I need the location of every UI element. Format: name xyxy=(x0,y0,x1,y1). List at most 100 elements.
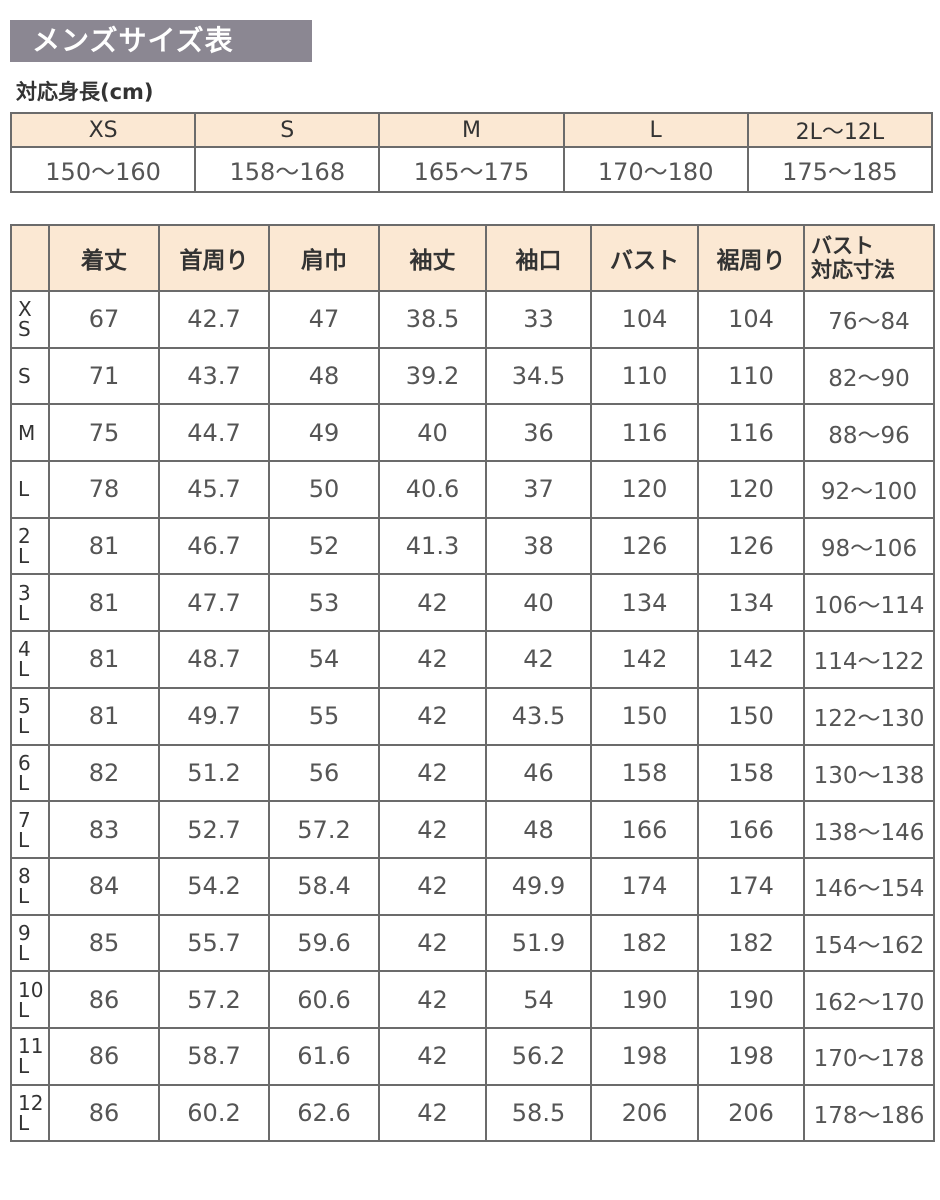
measurement-cell: 48 xyxy=(268,346,380,406)
measurement-cell: 154〜162 xyxy=(803,913,935,973)
table-row: 7 L 83 52.7 57.2 42 48 166 166 138〜146 xyxy=(10,800,935,859)
height-table: XS S M L 2L〜12L 150〜160 158〜168 165〜175 170〜180… xyxy=(9,112,934,193)
measurement-cell: 88〜96 xyxy=(803,403,935,463)
measurement-cell: 43.5 xyxy=(485,686,592,746)
measurement-cell: 190 xyxy=(590,970,699,1029)
height-range-cell: 165〜175 xyxy=(378,146,565,193)
measurement-cell: 42 xyxy=(378,856,487,916)
measurement-cell: 54 xyxy=(268,630,380,689)
table-row: M 75 44.7 49 40 36 116 116 88〜96 xyxy=(10,403,935,463)
measurement-cell: 42 xyxy=(378,573,487,633)
measurement-cell: 150 xyxy=(590,686,699,746)
measurement-cell: 182 xyxy=(697,913,805,973)
measurement-cell: 110 xyxy=(697,346,805,406)
measurement-cell: 82〜90 xyxy=(803,346,935,406)
measurement-cell: 50 xyxy=(268,460,380,519)
table-row: 5 L 81 49.7 55 42 43.5 150 150 122〜130 xyxy=(10,686,935,746)
table-row: 3 L 81 47.7 53 42 40 134 134 106〜114 xyxy=(10,573,935,633)
measurement-cell: 46.7 xyxy=(158,516,270,576)
size-label-cell: 11 L xyxy=(10,1026,50,1086)
size-label-cell: 2 L xyxy=(10,516,50,576)
measurement-cell: 56 xyxy=(268,743,380,803)
column-header: 袖口 xyxy=(485,224,592,292)
size-header: S xyxy=(194,112,381,148)
measurement-cell: 49.7 xyxy=(158,686,270,746)
measurement-cell: 42 xyxy=(378,630,487,689)
measurement-cell: 51.2 xyxy=(158,743,270,803)
measurement-cell: 42 xyxy=(378,800,487,859)
measurement-cell: 126 xyxy=(697,516,805,576)
measurement-cell: 43.7 xyxy=(158,346,270,406)
measurement-cell: 158 xyxy=(590,743,699,803)
page-title: メンズサイズ表 xyxy=(10,20,312,62)
measurement-cell: 104 xyxy=(697,290,805,349)
column-header: 肩巾 xyxy=(268,224,380,292)
measurement-cell: 81 xyxy=(48,686,160,746)
measurement-cell: 178〜186 xyxy=(803,1083,935,1143)
height-range-cell: 170〜180 xyxy=(562,146,749,193)
size-header: XS xyxy=(9,112,197,148)
measurement-cell: 52 xyxy=(268,516,380,576)
measurement-cell: 75 xyxy=(48,403,160,463)
measurement-cell: 92〜100 xyxy=(803,460,935,519)
column-header: 着丈 xyxy=(48,224,160,292)
measurement-cell: 42.7 xyxy=(158,290,270,349)
measurement-cell: 33 xyxy=(485,290,592,349)
measurement-cell: 36 xyxy=(485,403,592,463)
measurement-cell: 42 xyxy=(378,1083,487,1143)
measurement-cell: 57.2 xyxy=(158,970,270,1029)
measurement-cell: 158 xyxy=(697,743,805,803)
size-label-cell: 5 L xyxy=(10,686,50,746)
measurement-cell: 162〜170 xyxy=(803,970,935,1029)
measurement-cell: 71 xyxy=(48,346,160,406)
measurement-cell: 49.9 xyxy=(485,856,592,916)
measurement-cell: 78 xyxy=(48,460,160,519)
measurement-cell: 126 xyxy=(590,516,699,576)
measurement-cell: 42 xyxy=(378,743,487,803)
size-label-cell: 10 L xyxy=(10,970,50,1029)
measurement-cell: 86 xyxy=(48,1026,160,1086)
table-row: 8 L 84 54.2 58.4 42 49.9 174 174 146〜154 xyxy=(10,856,935,916)
measurement-cell: 48.7 xyxy=(158,630,270,689)
table-row: L 78 45.7 50 40.6 37 120 120 92〜100 xyxy=(10,460,935,519)
table-row: 9 L 85 55.7 59.6 42 51.9 182 182 154〜162 xyxy=(10,913,935,973)
measurement-cell: 39.2 xyxy=(378,346,487,406)
size-label-cell: 3 L xyxy=(10,573,50,633)
measurement-cell: 55.7 xyxy=(158,913,270,973)
measurement-cell: 130〜138 xyxy=(803,743,935,803)
size-label-cell: M xyxy=(10,403,50,463)
measurement-cell: 134 xyxy=(590,573,699,633)
measurement-cell: 61.6 xyxy=(268,1026,380,1086)
measurement-cell: 47.7 xyxy=(158,573,270,633)
measurement-cell: 81 xyxy=(48,516,160,576)
measurement-cell: 122〜130 xyxy=(803,686,935,746)
measurement-cell: 84 xyxy=(48,856,160,916)
height-range-cell: 158〜168 xyxy=(194,146,381,193)
size-label-cell: S xyxy=(10,346,50,406)
measurement-cell: 120 xyxy=(697,460,805,519)
measurement-cell: 42 xyxy=(485,630,592,689)
column-header xyxy=(10,224,50,292)
height-range-cell: 175〜185 xyxy=(746,146,934,193)
measurement-cell: 37 xyxy=(485,460,592,519)
measurement-cell: 42 xyxy=(378,686,487,746)
size-label-cell: 7 L xyxy=(10,800,50,859)
measurement-cell: 52.7 xyxy=(158,800,270,859)
size-header: M xyxy=(378,112,565,148)
measurement-cell: 47 xyxy=(268,290,380,349)
measurement-cell: 174 xyxy=(697,856,805,916)
height-table-caption: 対応身長(cm) xyxy=(16,80,154,104)
measurement-cell: 86 xyxy=(48,970,160,1029)
table-row: 11 L 86 58.7 61.6 42 56.2 198 198 170〜178 xyxy=(10,1026,935,1086)
measurement-cell: 59.6 xyxy=(268,913,380,973)
measurement-cell: 58.4 xyxy=(268,856,380,916)
measurement-cell: 53 xyxy=(268,573,380,633)
measurement-cell: 51.9 xyxy=(485,913,592,973)
measurement-cell: 198 xyxy=(590,1026,699,1086)
measurement-cell: 98〜106 xyxy=(803,516,935,576)
measurement-cell: 134 xyxy=(697,573,805,633)
measurement-cell: 146〜154 xyxy=(803,856,935,916)
measurement-cell: 142 xyxy=(697,630,805,689)
measurement-cell: 49 xyxy=(268,403,380,463)
measurement-cell: 81 xyxy=(48,573,160,633)
